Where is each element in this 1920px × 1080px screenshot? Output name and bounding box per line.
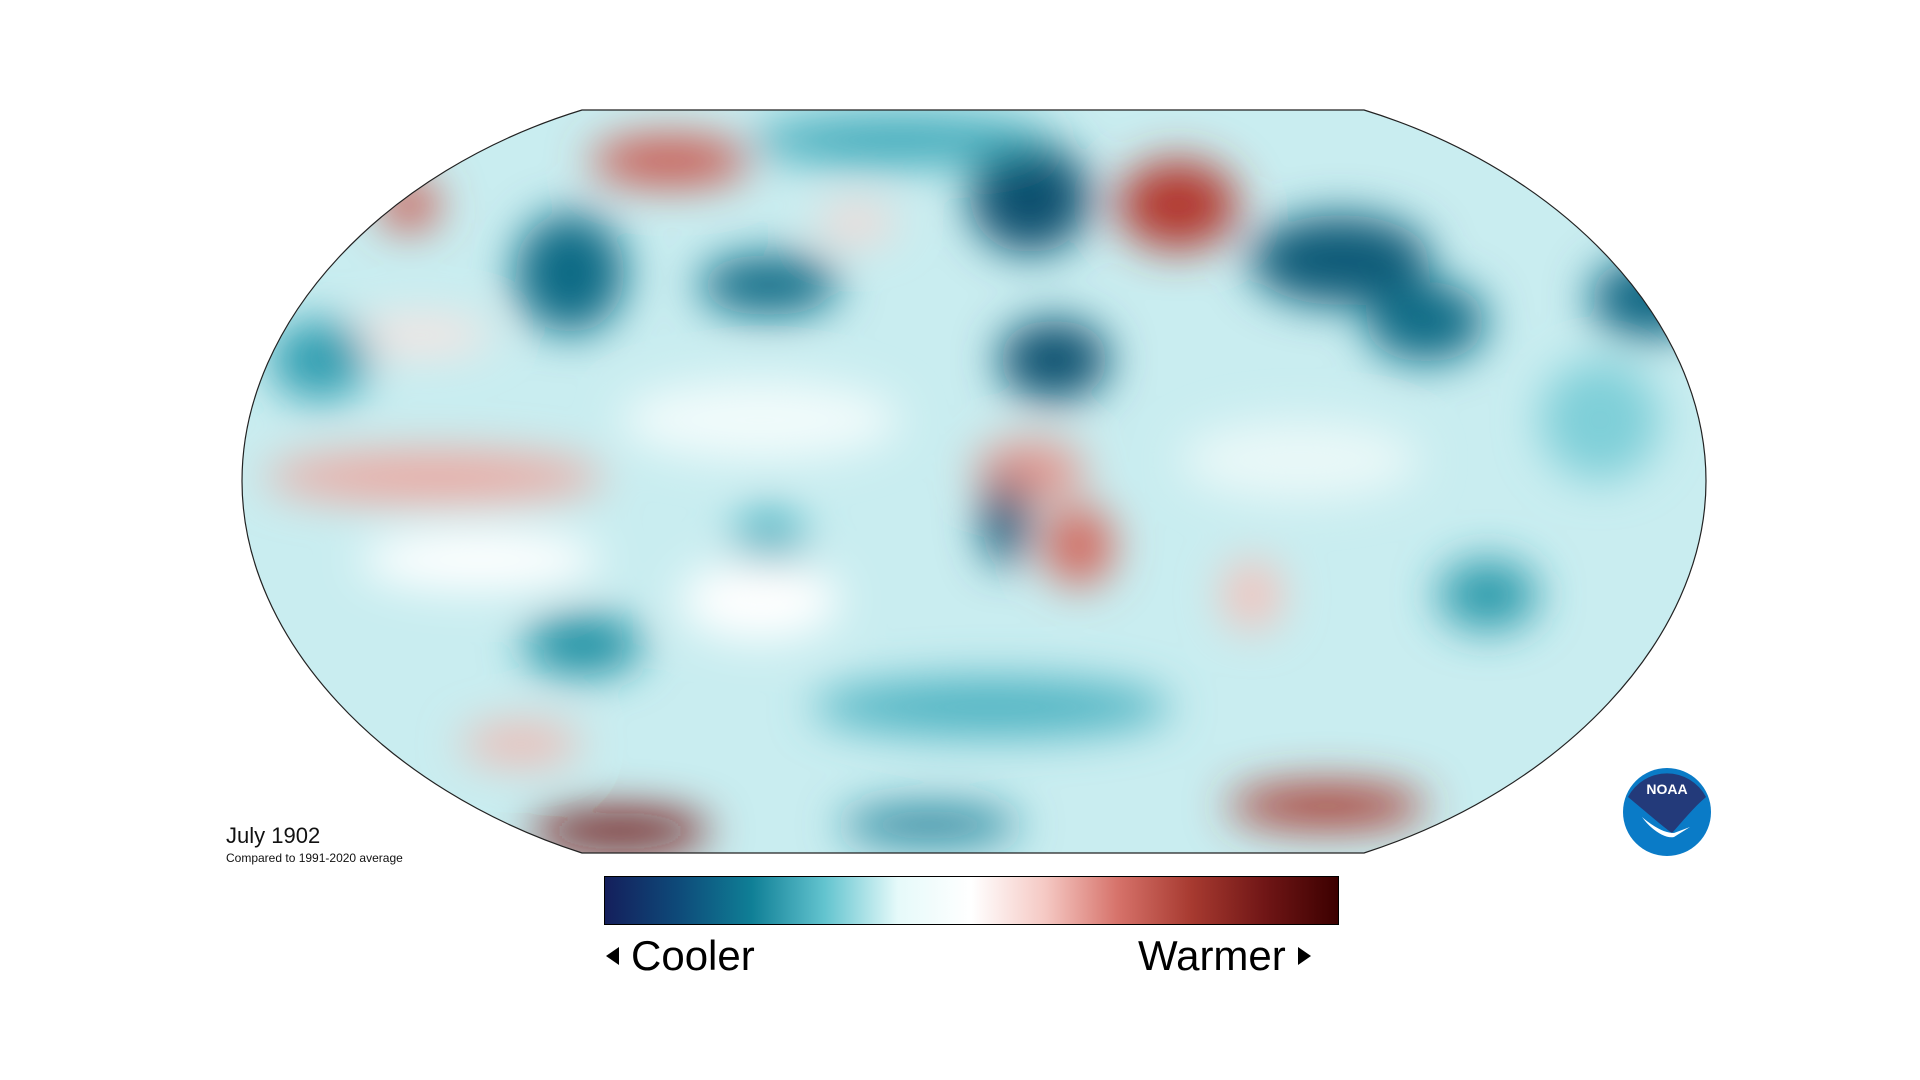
anomaly-region: [1540, 360, 1660, 480]
cooler-text: Cooler: [631, 932, 755, 979]
anomaly-region: [750, 115, 1050, 165]
left-arrow-icon: [606, 947, 619, 965]
anomaly-region: [699, 255, 839, 315]
anomaly-region: [360, 530, 600, 590]
anomaly-region: [620, 380, 900, 460]
anomaly-region: [812, 677, 1172, 737]
svg-text:NOAA: NOAA: [1646, 781, 1687, 797]
anomaly-region: [816, 205, 896, 241]
anomaly-region: [970, 143, 1090, 253]
anomaly-region: [523, 615, 643, 675]
anomaly-region: [1438, 560, 1538, 630]
color-scale-bar: [604, 876, 1339, 925]
anomaly-region: [270, 320, 370, 400]
anomaly-region: [590, 136, 750, 186]
anomaly-region: [352, 317, 492, 353]
anomaly-region: [1227, 784, 1427, 828]
anomaly-region: [983, 476, 1027, 566]
anomaly-region: [1366, 282, 1486, 362]
noaa-logo: NOAA: [1623, 768, 1711, 856]
anomaly-region: [840, 807, 1020, 843]
cooler-label: Cooler: [606, 932, 755, 980]
anomaly-region: [1590, 258, 1706, 338]
anomaly-region: [379, 180, 439, 230]
warmer-text: Warmer: [1138, 932, 1286, 979]
warmer-label: Warmer: [1138, 932, 1311, 980]
anomaly-region: [1118, 160, 1238, 250]
map-title: July 1902: [226, 823, 321, 848]
anomaly-region: [1044, 506, 1114, 586]
anomaly-region: [1250, 215, 1430, 305]
anomaly-region: [264, 451, 604, 503]
anomaly-region: [1222, 560, 1282, 630]
anomaly-region: [1180, 420, 1420, 500]
map-outline: [241, 109, 1707, 854]
right-arrow-icon: [1297, 947, 1311, 965]
anomaly-region: [461, 724, 581, 764]
anomaly-region: [530, 811, 710, 851]
anomaly-region: [999, 320, 1109, 400]
map-subtitle: Compared to 1991-2020 average: [226, 851, 403, 865]
anomaly-region: [680, 560, 840, 640]
anomaly-region: [515, 213, 625, 333]
